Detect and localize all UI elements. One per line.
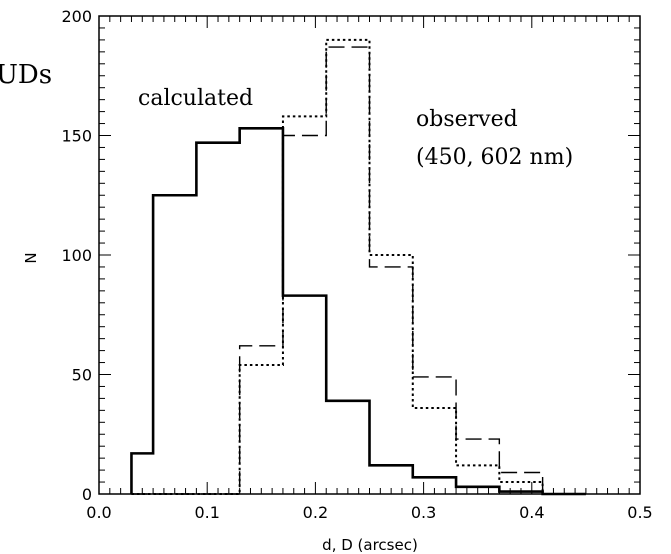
x-tick-label: 0.4: [519, 503, 544, 522]
y-tick-label: 200: [61, 7, 92, 26]
y-axis-label: N: [22, 252, 40, 263]
y-tick-label: 50: [72, 366, 92, 385]
x-tick-labels: 0.0 0.1 0.2 0.3 0.4 0.5: [86, 503, 652, 522]
cropped-title-fragment: UDs: [0, 60, 52, 90]
annotation-observed: observed: [416, 107, 518, 132]
x-axis-label: d, D (arcsec): [322, 536, 418, 554]
x-tick-label: 0.3: [411, 503, 436, 522]
y-tick-label: 0: [82, 485, 92, 504]
x-tick-label: 0.2: [303, 503, 328, 522]
axis-ticks: [98, 15, 641, 495]
x-tick-label: 0.5: [627, 503, 652, 522]
histogram-series: [130, 38, 586, 496]
y-tick-labels: 0 50 100 150 200: [61, 7, 92, 504]
annotation-observed-wavelengths: (450, 602 nm): [416, 145, 573, 170]
series-observed-602-nm: [131, 46, 586, 495]
x-tick-label: 0.1: [194, 503, 219, 522]
x-tick-label: 0.0: [86, 503, 111, 522]
y-tick-label: 150: [61, 127, 92, 146]
y-tick-label: 100: [61, 246, 92, 265]
annotation-calculated: calculated: [138, 86, 253, 111]
series-calculated: [130, 127, 586, 496]
